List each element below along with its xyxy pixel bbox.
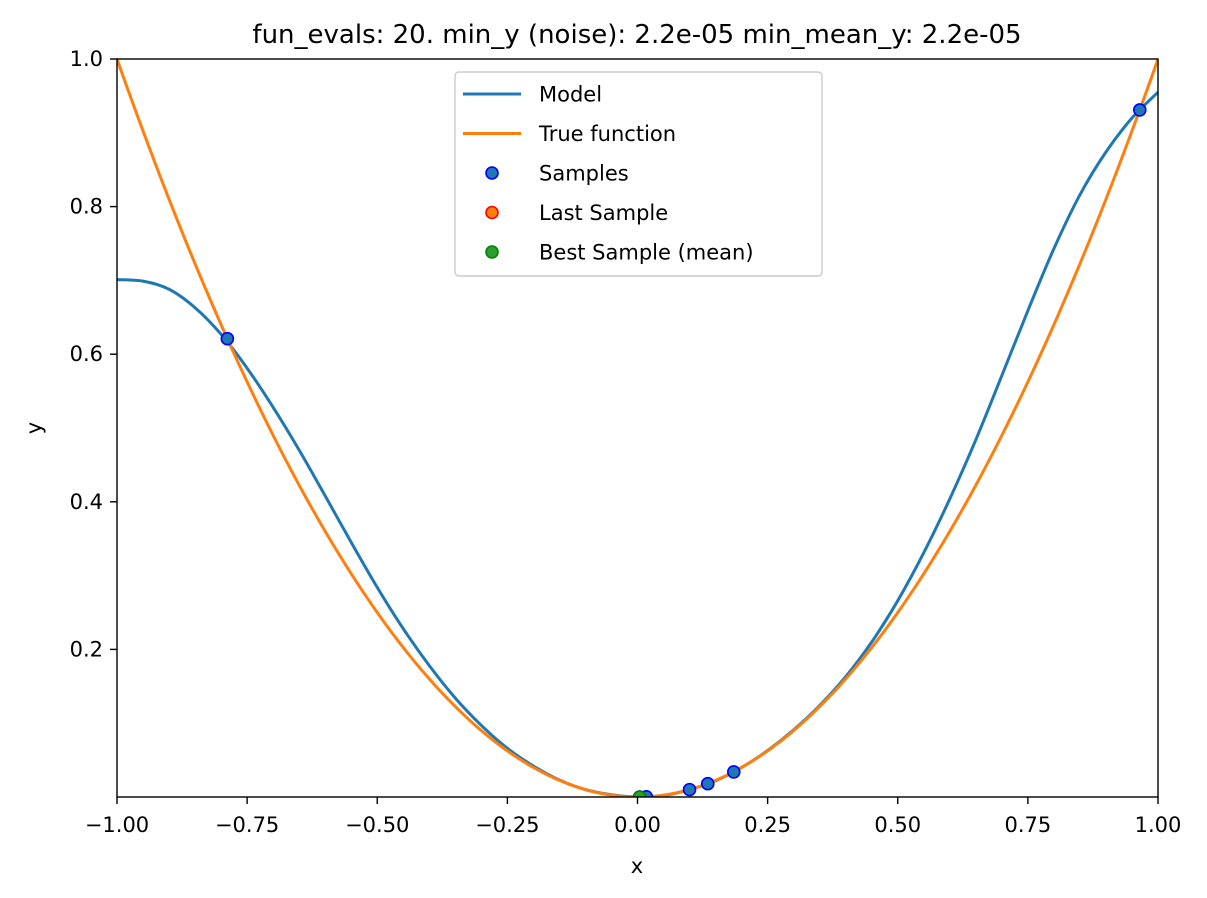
x-tick-label: 0.50 xyxy=(874,813,921,837)
x-tick-label: −0.75 xyxy=(215,813,279,837)
legend-label-samples: Samples xyxy=(539,162,629,186)
legend-label-model: Model xyxy=(539,83,602,107)
chart-title: fun_evals: 20. min_y (noise): 2.2e-05 mi… xyxy=(252,20,1021,50)
legend-swatch-samples xyxy=(485,166,499,180)
x-axis-label: x xyxy=(631,854,643,878)
y-tick-label: 0.6 xyxy=(70,342,103,366)
x-tick-label: 0.25 xyxy=(744,813,791,837)
axes-frame xyxy=(116,58,1159,798)
legend-swatch-last-sample xyxy=(485,205,499,220)
legend-box xyxy=(454,71,823,277)
y-tick-label: 0.8 xyxy=(70,195,103,219)
y-axis-label: y xyxy=(22,422,46,434)
y-tick-label: 1.0 xyxy=(70,47,103,71)
x-tick-label: −0.25 xyxy=(475,813,539,837)
point-samples-4 xyxy=(700,776,715,791)
point-samples-6 xyxy=(1132,103,1147,117)
x-tick-label: 0.00 xyxy=(614,813,661,837)
legend-label-best-sample-mean: Best Sample (mean) xyxy=(539,241,754,265)
legend-label-last-sample: Last Sample xyxy=(539,201,668,225)
point-best-sample-mean-0 xyxy=(632,790,647,797)
x-tick-label: −1.00 xyxy=(85,813,149,837)
y-tick-label: 0.2 xyxy=(70,637,103,661)
axis-ticks: −1.00 −0.75 −0.50 −0.25 0.00 0.25 0.50 0.75 1.00… xyxy=(70,47,1182,837)
x-tick-label: 0.75 xyxy=(1004,813,1051,837)
point-samples-5 xyxy=(726,765,741,779)
series-line-true-function xyxy=(117,59,1158,797)
legend-swatch-best-sample-mean xyxy=(485,245,499,259)
y-tick-label: 0.4 xyxy=(70,490,103,514)
x-tick-label: −0.50 xyxy=(345,813,409,837)
point-samples-0 xyxy=(220,331,235,346)
series-line-model xyxy=(117,91,1158,797)
legend: Model True function Samples Last Sample Best… xyxy=(454,71,823,277)
x-tick-label: 1.00 xyxy=(1135,813,1182,837)
point-samples-3 xyxy=(682,782,697,797)
legend-label-true-function: True function xyxy=(538,122,676,146)
